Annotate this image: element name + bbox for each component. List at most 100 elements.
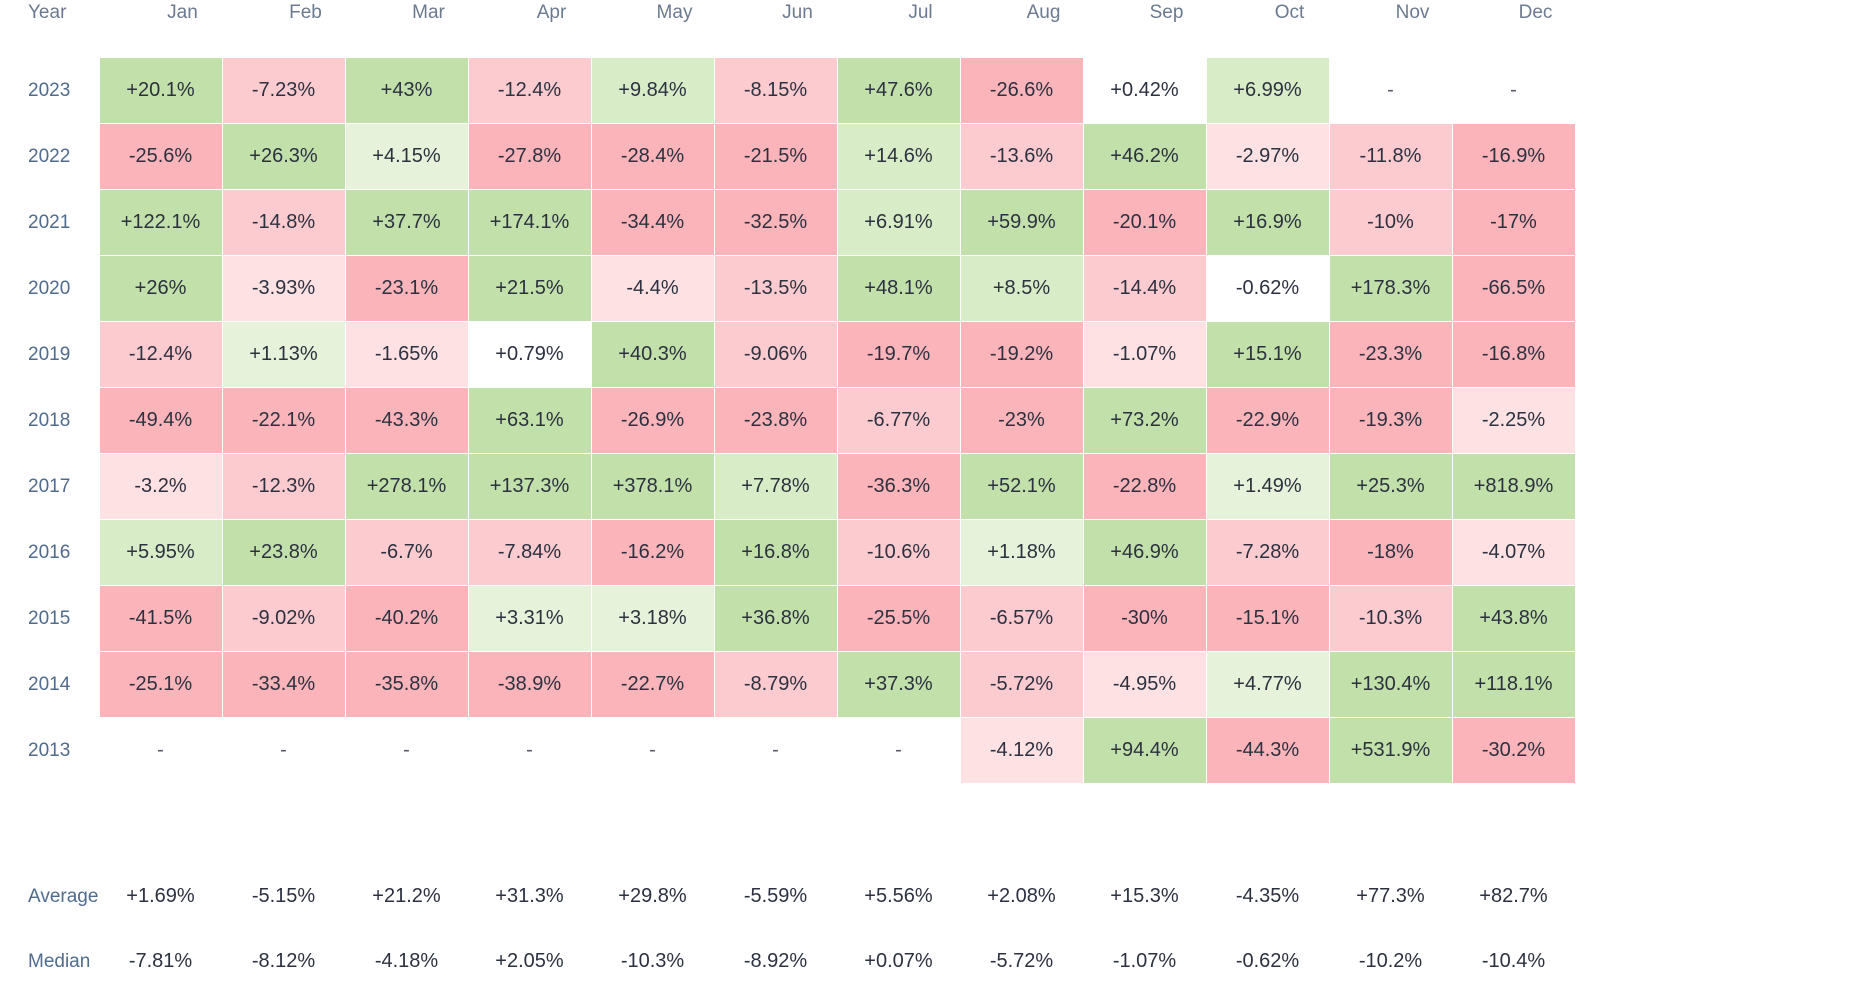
median-cell-dec: -10.4% [1481, 950, 1546, 972]
heatmap-cell-2013-jul: - [836, 717, 961, 784]
average-cell-nov: +77.3% [1356, 885, 1425, 907]
heatmap-cell-2018-dec: -2.25% [1451, 387, 1576, 454]
heatmap-cell-2015-jan: -41.5% [98, 585, 223, 652]
year-label: 2023 [28, 79, 71, 101]
median-cell-mar: -4.18% [374, 950, 439, 972]
heatmap-cell-2017-jan: -3.2% [98, 453, 223, 520]
heatmap-cell-2016-nov: -18% [1328, 519, 1453, 586]
heatmap-cell-2015-oct: -15.1% [1205, 585, 1330, 652]
month-header-sep: Sep [1149, 2, 1184, 23]
heatmap-cell-2015-apr: +3.31% [467, 585, 592, 652]
average-cell-jun: -5.59% [743, 885, 808, 907]
heatmap-cell-2022-aug: -13.6% [959, 123, 1084, 190]
heatmap-cell-2017-jul: -36.3% [836, 453, 961, 520]
year-label: 2017 [28, 475, 71, 497]
heatmap-cell-2017-mar: +278.1% [344, 453, 469, 520]
heatmap-cell-2016-jul: -10.6% [836, 519, 961, 586]
month-header-mar: Mar [412, 2, 445, 23]
heatmap-cell-2020-aug: +8.5% [959, 255, 1084, 322]
heatmap-cell-2015-aug: -6.57% [959, 585, 1084, 652]
heatmap-cell-2023-aug: -26.6% [959, 57, 1084, 124]
heatmap-cell-2020-nov: +178.3% [1328, 255, 1453, 322]
heatmap-cell-2020-feb: -3.93% [221, 255, 346, 322]
heatmap-cell-2016-jan: +5.95% [98, 519, 223, 586]
heatmap-cell-2013-mar: - [344, 717, 469, 784]
heatmap-cell-2018-oct: -22.9% [1205, 387, 1330, 454]
heatmap-cell-2014-jan: -25.1% [98, 651, 223, 718]
heatmap-cell-2018-feb: -22.1% [221, 387, 346, 454]
heatmap-cell-2017-sep: -22.8% [1082, 453, 1207, 520]
heatmap-cell-2016-oct: -7.28% [1205, 519, 1330, 586]
heatmap-cell-2013-aug: -4.12% [959, 717, 1084, 784]
heatmap-cell-2019-oct: +15.1% [1205, 321, 1330, 388]
heatmap-cell-2015-jul: -25.5% [836, 585, 961, 652]
heatmap-cell-2017-dec: +818.9% [1451, 453, 1576, 520]
average-cell-feb: -5.15% [251, 885, 316, 907]
heatmap-cell-2019-sep: -1.07% [1082, 321, 1207, 388]
month-header-dec: Dec [1518, 2, 1553, 23]
heatmap-cell-2020-jun: -13.5% [713, 255, 838, 322]
year-row-2014: 2014 -25.1% -33.4% -35.8% -38.9% -22.7% -8.79%… [0, 651, 1866, 718]
heatmap-cell-2017-feb: -12.3% [221, 453, 346, 520]
year-label: 2016 [28, 541, 71, 563]
average-cell-aug: +2.08% [987, 885, 1056, 907]
heatmap-cell-2013-jun: - [713, 717, 838, 784]
heatmap-cell-2014-sep: -4.95% [1082, 651, 1207, 718]
heatmap-cell-2019-jul: -19.7% [836, 321, 961, 388]
heatmap-cell-2019-feb: +1.13% [221, 321, 346, 388]
month-header-apr: Apr [536, 2, 567, 23]
heatmap-cell-2018-jan: -49.4% [98, 387, 223, 454]
heatmap-cell-2023-oct: +6.99% [1205, 57, 1330, 124]
heatmap-cell-2014-dec: +118.1% [1451, 651, 1576, 718]
heatmap-cell-2016-mar: -6.7% [344, 519, 469, 586]
year-label: 2013 [28, 739, 71, 761]
heatmap-cell-2015-feb: -9.02% [221, 585, 346, 652]
year-row-2021: 2021 +122.1% -14.8% +37.7% +174.1% -34.4% -32.… [0, 189, 1866, 256]
heatmap-cell-2017-aug: +52.1% [959, 453, 1084, 520]
month-header-row: Year Jan Feb Mar Apr May Jun Jul Aug Sep Oct Nov De… [0, 0, 1866, 32]
median-cell-jul: +0.07% [864, 950, 933, 972]
heatmap-cell-2014-aug: -5.72% [959, 651, 1084, 718]
heatmap-cell-2017-may: +378.1% [590, 453, 715, 520]
heatmap-cell-2021-apr: +174.1% [467, 189, 592, 256]
heatmap-cell-2023-feb: -7.23% [221, 57, 346, 124]
heatmap-cell-2022-jan: -25.6% [98, 123, 223, 190]
year-label: 2015 [28, 607, 71, 629]
heatmap-cell-2023-nov: - [1328, 57, 1453, 124]
heatmap-cell-2022-dec: -16.9% [1451, 123, 1576, 190]
median-cell-oct: -0.62% [1235, 950, 1300, 972]
heatmap-cell-2016-sep: +46.9% [1082, 519, 1207, 586]
year-row-2022: 2022 -25.6% +26.3% +4.15% -27.8% -28.4% -21.5%… [0, 123, 1866, 190]
heatmap-cell-2023-dec: - [1451, 57, 1576, 124]
average-cell-jan: +1.69% [126, 885, 195, 907]
heatmap-cell-2014-may: -22.7% [590, 651, 715, 718]
year-label: 2022 [28, 145, 71, 167]
heatmap-cell-2022-oct: -2.97% [1205, 123, 1330, 190]
heatmap-cell-2018-aug: -23% [959, 387, 1084, 454]
average-cell-apr: +31.3% [495, 885, 564, 907]
year-row-2016: 2016 +5.95% +23.8% -6.7% -7.84% -16.2% +16.8% -… [0, 519, 1866, 586]
heatmap-cell-2015-jun: +36.8% [713, 585, 838, 652]
heatmap-cell-2015-may: +3.18% [590, 585, 715, 652]
heatmap-cell-2022-jun: -21.5% [713, 123, 838, 190]
heatmap-cell-2017-nov: +25.3% [1328, 453, 1453, 520]
heatmap-cell-2013-feb: - [221, 717, 346, 784]
heatmap-cell-2021-mar: +37.7% [344, 189, 469, 256]
heatmap-cell-2016-may: -16.2% [590, 519, 715, 586]
year-row-2020: 2020 +26% -3.93% -23.1% +21.5% -4.4% -13.5% +48… [0, 255, 1866, 322]
median-cell-jan: -7.81% [128, 950, 193, 972]
heatmap-cell-2019-aug: -19.2% [959, 321, 1084, 388]
average-cell-jul: +5.56% [864, 885, 933, 907]
year-row-2023: 2023 +20.1% -7.23% +43% -12.4% +9.84% -8.15% +4… [0, 57, 1866, 124]
heatmap-cell-2013-dec: -30.2% [1451, 717, 1576, 784]
heatmap-cell-2021-oct: +16.9% [1205, 189, 1330, 256]
heatmap-cell-2018-mar: -43.3% [344, 387, 469, 454]
heatmap-cell-2019-mar: -1.65% [344, 321, 469, 388]
average-cell-may: +29.8% [618, 885, 687, 907]
heatmap-cell-2013-apr: - [467, 717, 592, 784]
heatmap-cell-2014-mar: -35.8% [344, 651, 469, 718]
heatmap-cell-2021-sep: -20.1% [1082, 189, 1207, 256]
month-header-jun: Jun [782, 2, 813, 23]
month-header-nov: Nov [1395, 2, 1430, 23]
